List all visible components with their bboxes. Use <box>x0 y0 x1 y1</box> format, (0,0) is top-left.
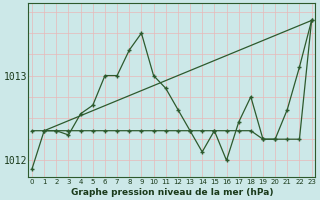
X-axis label: Graphe pression niveau de la mer (hPa): Graphe pression niveau de la mer (hPa) <box>70 188 273 197</box>
